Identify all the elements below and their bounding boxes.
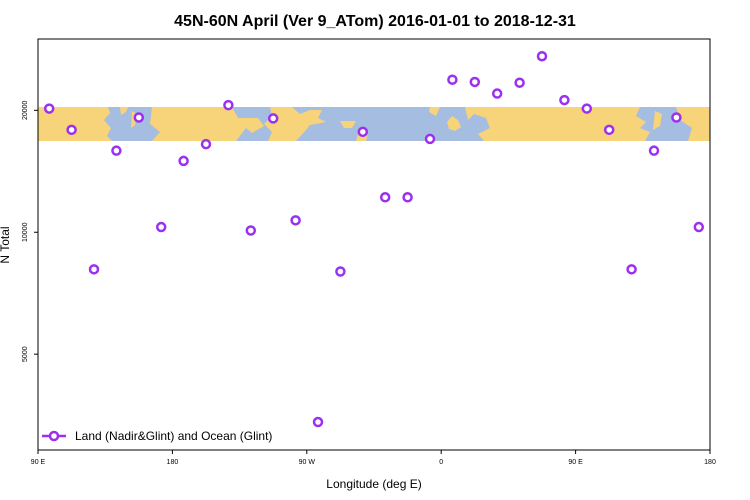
data-point <box>133 112 145 123</box>
data-point <box>469 76 481 88</box>
data-point <box>312 416 324 428</box>
data-point <box>559 94 570 106</box>
data-point <box>379 192 391 203</box>
plot-frame <box>37 38 711 451</box>
chart-title: 45N-60N April (Ver 9_ATom) 2016-01-01 to… <box>174 13 576 30</box>
x-axis-label: Longitude (deg E) <box>326 477 421 491</box>
y-axis-ticks: 5000 10000 20000 <box>22 100 38 362</box>
map-land <box>38 107 710 141</box>
data-point <box>290 215 301 226</box>
data-point <box>648 145 660 156</box>
x-tick-label: 90 E <box>31 459 46 466</box>
data-point <box>111 145 122 156</box>
data-point <box>491 88 503 99</box>
data-point <box>43 103 55 114</box>
data-point <box>424 133 436 145</box>
x-tick-label: 180 <box>704 459 716 466</box>
data-point <box>447 74 458 85</box>
map-band <box>38 107 710 141</box>
data-point <box>335 266 346 277</box>
legend-marker <box>48 430 60 442</box>
data-point <box>671 112 682 123</box>
x-tick-label: 0 <box>439 459 443 466</box>
x-tick-label: 90 W <box>299 459 316 466</box>
x-tick-label: 90 E <box>568 459 583 466</box>
data-point <box>357 126 369 138</box>
data-point <box>581 103 593 114</box>
data-point <box>626 264 637 275</box>
data-points <box>43 50 705 428</box>
data-point <box>267 113 279 124</box>
y-axis-label: N Total <box>0 226 12 263</box>
data-point <box>178 155 189 167</box>
data-point <box>66 124 77 136</box>
data-point <box>245 225 257 236</box>
data-point <box>603 124 615 136</box>
x-axis-ticks: 90 E 180 90 W 0 90 E 180 <box>31 450 716 466</box>
legend: Land (Nadir&Glint) and Ocean (Glint) <box>42 429 272 443</box>
y-tick-label: 5000 <box>22 346 29 362</box>
legend-label: Land (Nadir&Glint) and Ocean (Glint) <box>75 429 272 443</box>
data-point <box>402 192 413 203</box>
x-tick-label: 180 <box>167 459 179 466</box>
data-point <box>536 50 548 62</box>
y-tick-label: 20000 <box>22 100 29 120</box>
data-point <box>200 138 212 150</box>
y-tick-label: 10000 <box>22 222 29 242</box>
data-point <box>223 99 234 111</box>
data-point <box>88 264 100 275</box>
data-point <box>155 221 167 233</box>
data-point <box>514 77 525 88</box>
data-point <box>693 221 705 233</box>
